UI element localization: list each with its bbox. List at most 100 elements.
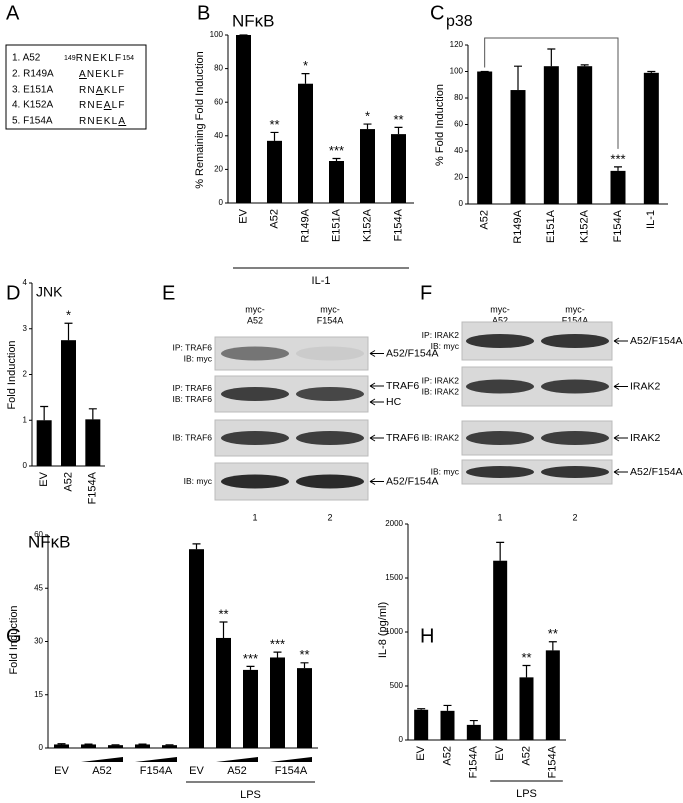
blot-marker: HC xyxy=(386,396,402,408)
lane-header: myc- xyxy=(245,304,265,314)
significance-label: *** xyxy=(243,651,258,666)
bar xyxy=(298,83,313,203)
error-bar xyxy=(88,408,97,420)
group-label: LPS xyxy=(240,789,261,801)
blot-marker: A52/F154A xyxy=(386,475,439,487)
sequence-part: KLF xyxy=(104,85,126,96)
blot-marker: A52/F154A xyxy=(630,466,683,478)
dose-wedge xyxy=(135,757,177,762)
y-tick-label: 40 xyxy=(214,131,223,140)
blot-arrow xyxy=(613,337,628,345)
x-tick-label: A52 xyxy=(62,472,74,492)
y-tick-label: 1000 xyxy=(385,627,403,636)
comparison-bracket xyxy=(484,37,619,149)
sequence-part: A xyxy=(96,85,104,96)
y-tick-label: 1 xyxy=(23,415,28,424)
bar xyxy=(36,420,52,466)
lane-header: F154A xyxy=(317,315,344,325)
chart-title: NFκB xyxy=(28,532,71,551)
panel-label: G xyxy=(6,625,22,647)
blot-band xyxy=(541,379,609,394)
blot-arrow xyxy=(613,434,628,442)
bar xyxy=(81,744,96,748)
bar xyxy=(519,677,534,740)
lane-number: 1 xyxy=(252,512,257,522)
error-bar xyxy=(246,665,255,670)
bar xyxy=(414,709,429,740)
y-tick-label: 45 xyxy=(34,583,43,592)
error-bar xyxy=(417,708,426,710)
y-tick-label: 120 xyxy=(450,40,464,49)
panel-label: C xyxy=(430,2,444,24)
bar xyxy=(543,66,559,204)
x-tick-label: F154A xyxy=(275,765,308,777)
significance-label: ** xyxy=(521,650,531,665)
x-tick-label: F154A xyxy=(468,745,480,778)
blot-marker: IRAK2 xyxy=(630,432,661,444)
mutant-box xyxy=(5,44,147,130)
significance-label: * xyxy=(365,108,370,123)
significance-label: ** xyxy=(269,117,279,132)
sequence-part: LF xyxy=(112,100,126,111)
y-tick-label: 60 xyxy=(454,120,463,129)
x-tick-label: K152A xyxy=(579,209,591,243)
y-tick-label: 1500 xyxy=(385,573,403,582)
error-bar xyxy=(614,166,622,171)
bar xyxy=(545,650,560,740)
significance-label: *** xyxy=(329,143,344,158)
bar xyxy=(162,745,177,748)
mutant-name: 4. K152A xyxy=(12,100,53,111)
blot-arrow xyxy=(369,434,384,442)
sequence-part: RNEKL xyxy=(79,116,118,127)
error-bar xyxy=(394,126,403,135)
error-bar xyxy=(332,157,341,161)
lane-header: A52 xyxy=(247,315,263,325)
sequence-part: A xyxy=(104,100,112,111)
blot-band xyxy=(466,466,534,478)
blot-arrow xyxy=(369,478,384,485)
blot-band xyxy=(541,431,609,445)
x-tick-label: F154A xyxy=(392,208,404,241)
y-tick-label: 80 xyxy=(214,64,223,73)
panel-label: B xyxy=(197,2,210,24)
significance-label: ** xyxy=(299,647,309,662)
blot-label: IB: myc xyxy=(184,353,213,363)
y-tick-label: 20 xyxy=(214,165,223,174)
mutant-sequence: ANEKLF xyxy=(79,69,125,80)
blot-arrow xyxy=(613,468,628,476)
y-tick-label: 0 xyxy=(23,461,28,470)
x-tick-label: EV xyxy=(54,765,69,777)
sequence-part: RNE xyxy=(79,100,104,111)
error-bar xyxy=(443,704,452,711)
error-bar xyxy=(469,719,478,725)
y-tick-label: 2 xyxy=(23,370,28,379)
sequence-part: A xyxy=(118,116,126,127)
x-tick-label: A52 xyxy=(479,210,491,230)
error-bar xyxy=(514,65,522,91)
significance-label: * xyxy=(66,308,71,323)
blot-marker: TRAF6 xyxy=(386,380,419,392)
blot-band xyxy=(466,431,534,445)
sequence-part: NEKLF xyxy=(87,69,125,80)
significance-label: * xyxy=(303,58,308,73)
y-tick-label: 80 xyxy=(454,93,463,102)
x-tick-label: E151A xyxy=(545,209,557,243)
blot-band xyxy=(541,466,609,478)
bar xyxy=(236,35,251,203)
blot-marker: A52/F154A xyxy=(630,335,683,347)
y-tick-label: 0 xyxy=(459,199,464,208)
y-axis-label: % Fold Induction xyxy=(434,84,446,166)
mutant-sequence: RNEKLA xyxy=(79,116,126,127)
x-tick-label: R149A xyxy=(512,209,524,243)
bar xyxy=(243,669,258,748)
x-tick-label: A52 xyxy=(441,746,453,766)
x-tick-label: A52 xyxy=(92,765,112,777)
x-tick-label: E151A xyxy=(330,208,342,242)
error-bar xyxy=(192,543,201,550)
blot-marker: A52/F154A xyxy=(386,347,439,359)
blot-band xyxy=(221,431,289,445)
error-bar xyxy=(363,123,372,130)
mutant-sequence: 149RNEKLF154 xyxy=(64,53,134,64)
lane-number: 1 xyxy=(497,512,502,522)
